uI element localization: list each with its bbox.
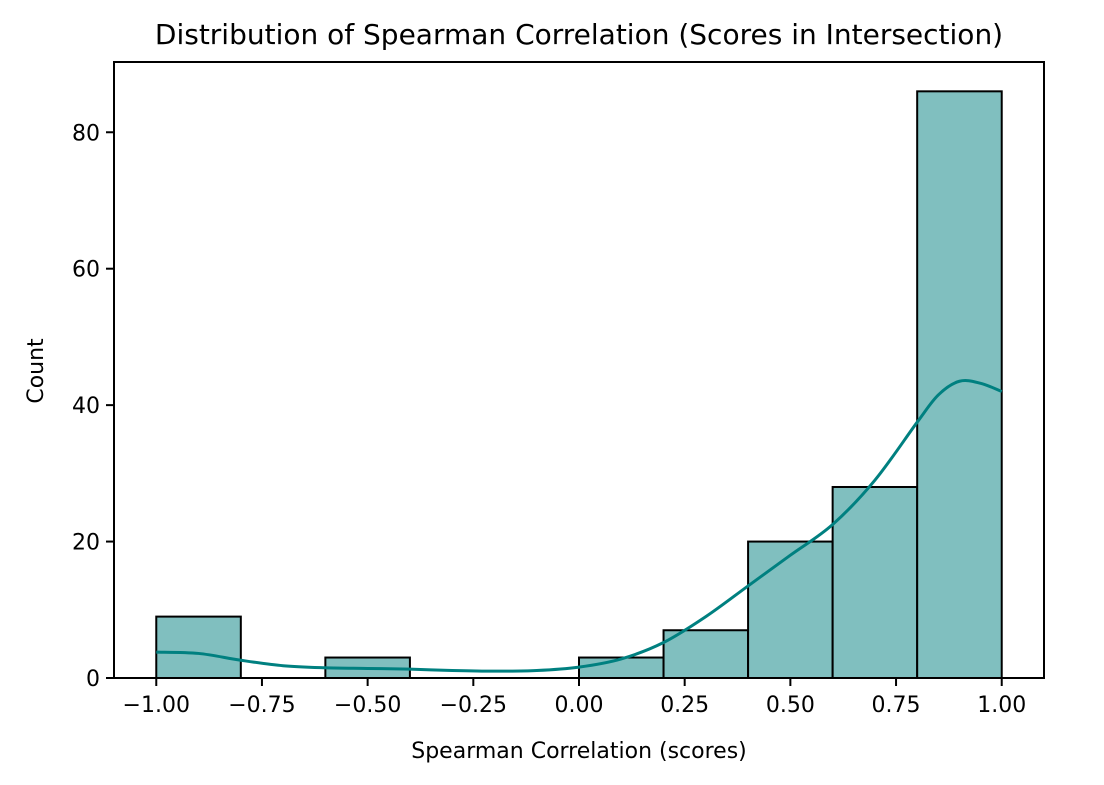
y-tick-label-3: 60: [72, 258, 100, 283]
x-tick-label-8: 1.00: [977, 693, 1026, 718]
x-tick-label-1: −0.75: [228, 693, 295, 718]
chart-title: Distribution of Spearman Correlation (Sc…: [155, 18, 1003, 51]
x-tick-label-5: 0.25: [660, 693, 709, 718]
y-tick-label-2: 40: [72, 394, 100, 419]
histogram-bar-8: [831, 485, 919, 679]
x-tick-label-2: −0.50: [334, 693, 401, 718]
plot-area: [155, 90, 1003, 680]
histogram-bar-6: [662, 629, 750, 679]
x-axis-label: Spearman Correlation (scores): [411, 739, 747, 764]
histogram-bar-7: [747, 540, 834, 680]
y-axis-label: Count: [24, 338, 49, 404]
histogram-bar-0: [155, 615, 242, 680]
y-tick-label-1: 20: [72, 531, 100, 556]
x-tick-label-3: −0.25: [440, 693, 507, 718]
kde-curve: [156, 379, 1003, 673]
x-tick-label-7: 0.75: [872, 693, 921, 718]
y-tick-label-4: 80: [72, 121, 100, 146]
x-tick-label-4: 0.00: [555, 693, 604, 718]
histogram-bar-5: [578, 656, 665, 680]
y-tick-label-0: 0: [86, 667, 100, 692]
x-tick-label-6: 0.50: [766, 693, 815, 718]
x-tick-label-0: −1.00: [123, 693, 190, 718]
axes: −1.00 −0.75 −0.50 −0.25 0.00 0.25 0.50 0.75 1.00…: [72, 61, 1045, 718]
